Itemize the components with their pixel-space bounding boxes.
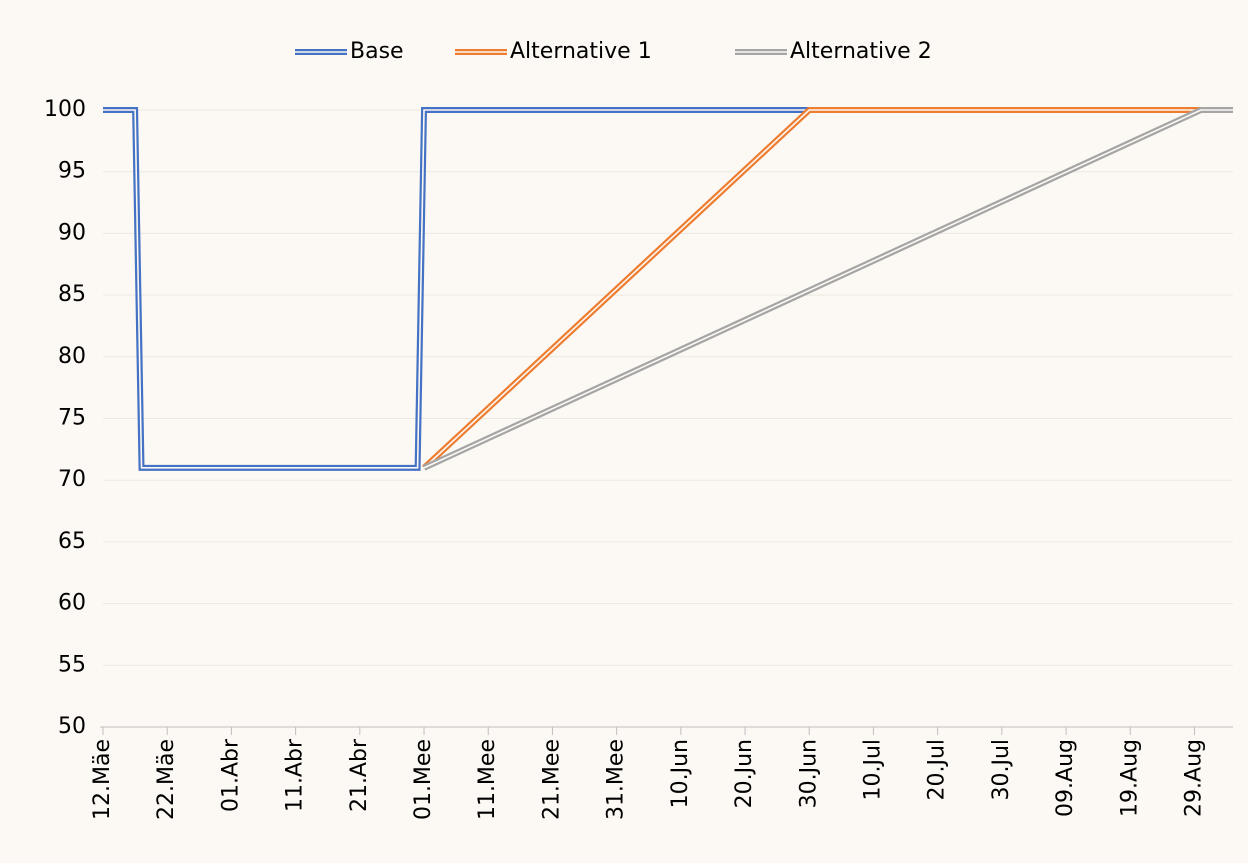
x-tick-label: 10.Jun [668,739,693,808]
x-tick-label: 11.Abr [283,738,308,812]
x-tick-label: 31.Mee [604,739,629,820]
y-tick-label: 85 [58,282,86,307]
series-line-inner [103,109,1233,469]
legend-label: Alternative 1 [510,39,652,64]
x-tick-label: 21.Mee [539,739,564,820]
x-tick-label: 21.Abr [347,738,372,812]
x-tick-label: 20.Jul [925,739,950,801]
x-tick-label: 29.Aug [1181,739,1206,817]
x-tick-label: 20.Jun [732,739,757,808]
y-tick-label: 100 [44,97,86,122]
y-tick-label: 95 [58,159,86,184]
x-tick-label: 19.Aug [1117,739,1142,817]
y-tick-label: 60 [58,591,86,616]
y-tick-label: 65 [58,529,86,554]
x-tick-label: 30.Jul [989,739,1014,801]
legend-label: Alternative 2 [790,39,932,64]
y-tick-label: 80 [58,344,86,369]
series-line-inner [423,109,1233,469]
x-tick-label: 22.Mäe [154,739,179,820]
legend-label: Base [350,39,404,64]
x-tick-label: 09.Aug [1053,739,1078,817]
x-tick-label: 01.Abr [218,738,243,812]
y-tick-label: 75 [58,406,86,431]
x-tick-label: 12.Mäe [90,739,115,820]
series-line-inner [423,109,1233,469]
x-tick-label: 01.Mee [411,739,436,820]
x-tick-label: 10.Jul [860,739,885,801]
y-tick-label: 70 [58,467,86,492]
y-tick-label: 55 [58,652,86,677]
y-tick-label: 50 [58,714,86,739]
x-tick-label: 11.Mee [475,739,500,820]
x-tick-label: 30.Jun [796,739,821,808]
y-tick-label: 90 [58,220,86,245]
